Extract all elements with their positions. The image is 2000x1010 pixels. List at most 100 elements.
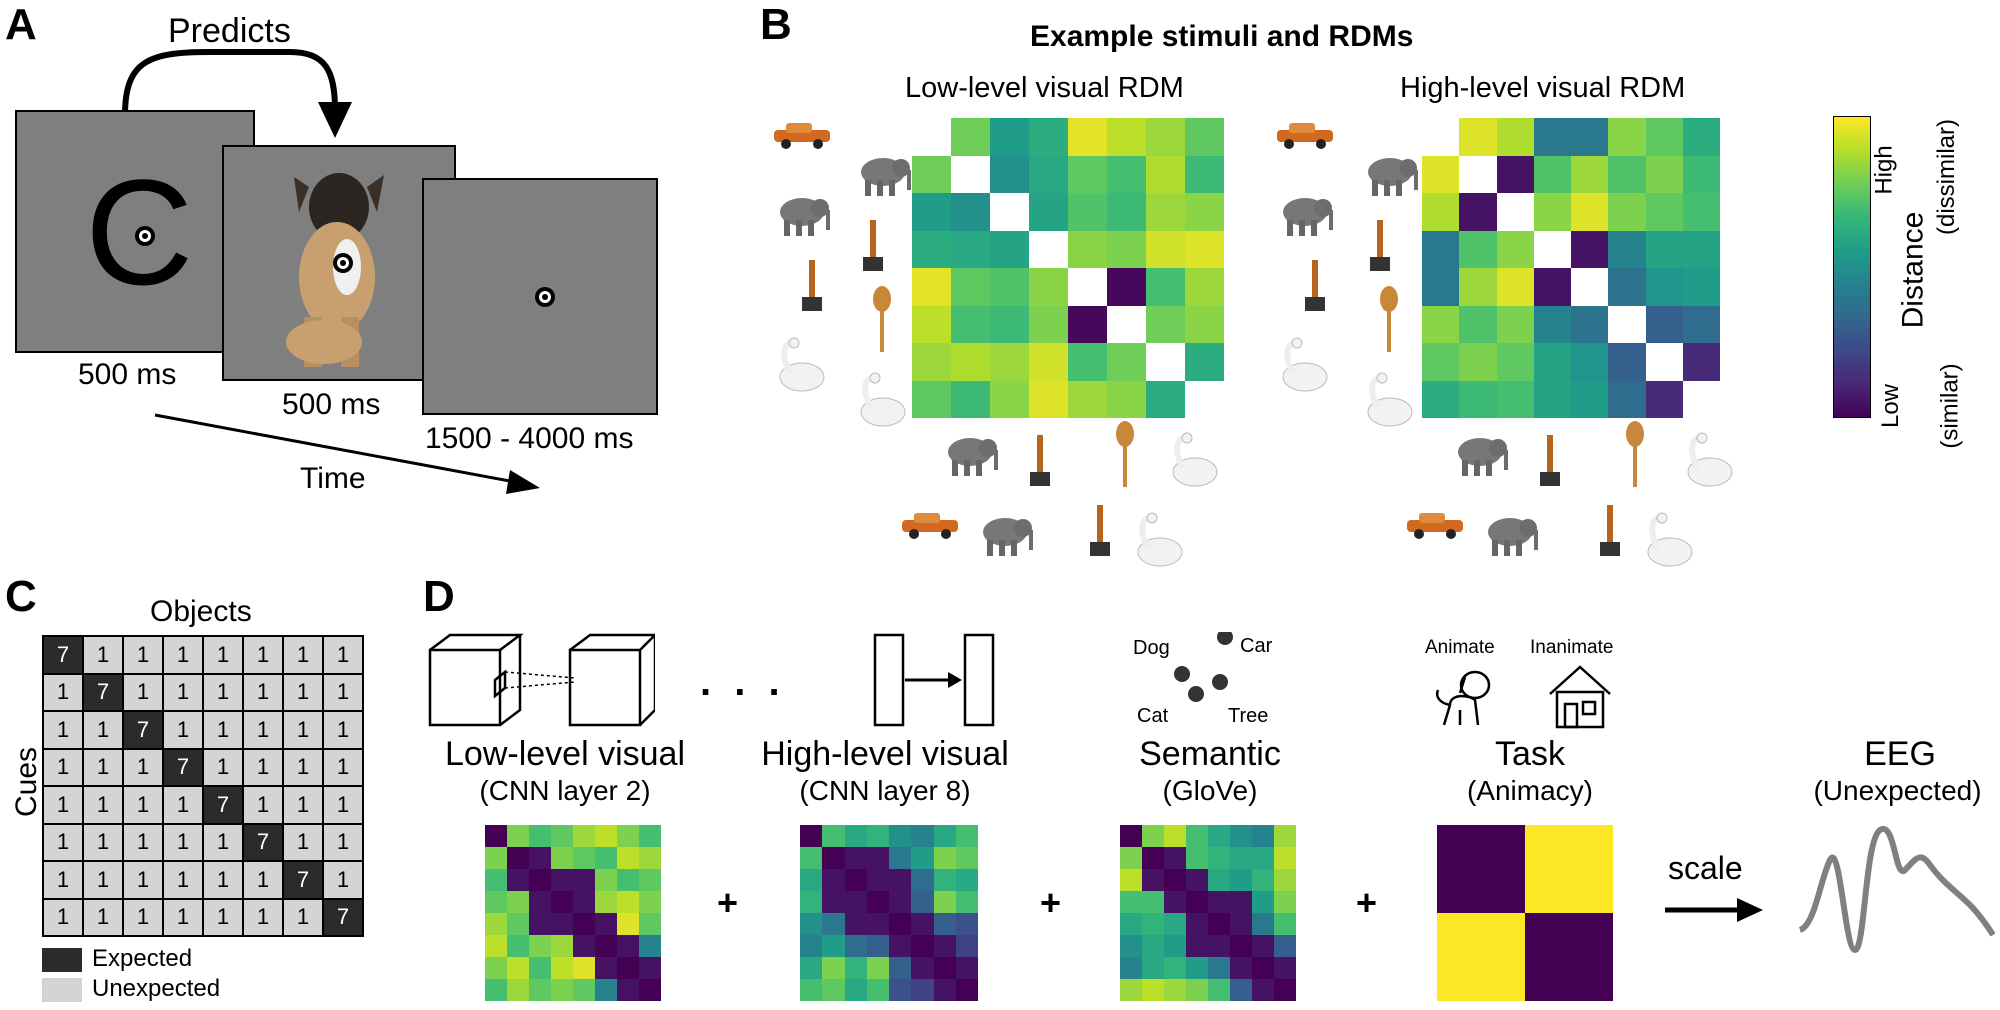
unexpected-cell: 1 bbox=[123, 636, 163, 674]
unexpected-cell: 1 bbox=[203, 823, 243, 861]
unexpected-cell: 1 bbox=[83, 636, 123, 674]
rdm-cell bbox=[1186, 913, 1208, 935]
rdm-cell bbox=[889, 979, 912, 1001]
panel-c-letter: C bbox=[5, 572, 37, 621]
rdm-cell bbox=[573, 957, 595, 979]
rdm-cell bbox=[1142, 913, 1164, 935]
rdm-cell bbox=[1252, 891, 1274, 913]
rdm-cell bbox=[1252, 869, 1274, 891]
rdm-cell bbox=[933, 913, 956, 935]
rdm-cell bbox=[617, 825, 639, 847]
rdm-cell bbox=[1107, 343, 1146, 381]
rdm-cell bbox=[911, 979, 934, 1001]
plus-1: + bbox=[717, 882, 739, 923]
rdm-cell bbox=[1142, 891, 1164, 913]
elephant-icon bbox=[1275, 190, 1335, 245]
hammer-icon bbox=[782, 255, 842, 320]
rdm-cell bbox=[1186, 891, 1208, 913]
rdm-cell bbox=[1068, 155, 1107, 193]
car-icon bbox=[1405, 510, 1465, 545]
panel-d-letter: D bbox=[423, 572, 455, 621]
unexpected-cell: 1 bbox=[283, 673, 323, 711]
rdm-cell bbox=[1146, 380, 1185, 418]
rdm-cell bbox=[595, 935, 617, 957]
rdm-cell bbox=[933, 957, 956, 979]
rdm-cell bbox=[617, 913, 639, 935]
rdm-cell bbox=[1682, 193, 1720, 231]
rdm-cell bbox=[955, 913, 978, 935]
rdm-cell bbox=[1422, 268, 1460, 306]
rdm-cell bbox=[911, 891, 934, 913]
rdm-cell bbox=[1645, 268, 1683, 306]
rdm-cell bbox=[1146, 118, 1185, 156]
rdm-cell bbox=[1533, 193, 1571, 231]
cues-label: Cues bbox=[10, 746, 44, 818]
unexpected-cell: 1 bbox=[243, 711, 283, 749]
rdm-cell bbox=[1107, 155, 1146, 193]
elephant-icon bbox=[772, 190, 832, 245]
rdm-cell bbox=[822, 891, 845, 913]
rdm-cell bbox=[485, 891, 507, 913]
legend-expected-label: Expected bbox=[92, 945, 193, 972]
rdm-cell bbox=[1274, 869, 1296, 891]
rdm-cell bbox=[1274, 891, 1296, 913]
rdm-cell bbox=[529, 957, 551, 979]
rdm-cell bbox=[911, 935, 934, 957]
rdm-cell bbox=[1068, 193, 1107, 231]
rdm-cell bbox=[1230, 847, 1252, 869]
model-sub-task: (Animacy) bbox=[1466, 775, 1593, 806]
rdm-cell bbox=[822, 825, 845, 847]
rdm-cell bbox=[955, 957, 978, 979]
rdm-cell bbox=[529, 825, 551, 847]
rdm-cell bbox=[1252, 935, 1274, 957]
unexpected-cell: 1 bbox=[43, 823, 83, 861]
rdm-cell bbox=[507, 891, 529, 913]
rdm-cell bbox=[1496, 118, 1534, 156]
rdm-cell bbox=[573, 869, 595, 891]
word-car: Car bbox=[1240, 635, 1273, 657]
rdm-cell bbox=[1459, 380, 1497, 418]
hammer-icon bbox=[1520, 430, 1580, 495]
unexpected-cell: 1 bbox=[123, 748, 163, 786]
rdm-cell bbox=[1120, 847, 1142, 869]
word-cat: Cat bbox=[1137, 705, 1169, 727]
panel-b-letter: B bbox=[760, 0, 792, 49]
rdm-cell bbox=[617, 847, 639, 869]
rdm-cell bbox=[844, 913, 867, 935]
time-arrow bbox=[154, 413, 540, 494]
rdm-cell bbox=[1274, 957, 1296, 979]
rdm-cell bbox=[1682, 268, 1720, 306]
rdm-cell bbox=[800, 913, 823, 935]
unexpected-cell: 1 bbox=[83, 823, 123, 861]
rdm-cell bbox=[1068, 380, 1107, 418]
rdm-cell bbox=[933, 847, 956, 869]
rdm-cell bbox=[911, 847, 934, 869]
rdm-cell bbox=[1645, 380, 1683, 418]
rdm-semantic bbox=[1120, 825, 1296, 1001]
rdm-cell bbox=[1682, 380, 1720, 418]
eeg-sub: (Unexpected) bbox=[1813, 775, 1982, 806]
unexpected-cell: 1 bbox=[83, 711, 123, 749]
rdm-cell bbox=[844, 935, 867, 957]
rdm-cell bbox=[573, 891, 595, 913]
rdm-cell bbox=[1533, 230, 1571, 268]
unexpected-cell: 1 bbox=[283, 823, 323, 861]
rdm-cell bbox=[866, 957, 889, 979]
spoon-icon bbox=[1374, 285, 1404, 360]
rdm-cell bbox=[1533, 380, 1571, 418]
rdm-cell bbox=[912, 380, 951, 418]
rdm-cell bbox=[951, 380, 990, 418]
unexpected-cell: 1 bbox=[203, 861, 243, 899]
rdm-cell bbox=[889, 913, 912, 935]
unexpected-cell: 1 bbox=[243, 636, 283, 674]
rdm-cell bbox=[1068, 305, 1107, 343]
rdm-cell bbox=[1120, 935, 1142, 957]
rdm-cell bbox=[595, 825, 617, 847]
rdm-cell bbox=[1230, 869, 1252, 891]
rdm-cell bbox=[639, 957, 661, 979]
rdm-cell bbox=[866, 825, 889, 847]
rdm-cell bbox=[595, 979, 617, 1001]
hammer-icon bbox=[843, 215, 903, 280]
rdm-cell bbox=[1146, 268, 1185, 306]
expected-cell: 7 bbox=[123, 711, 163, 749]
